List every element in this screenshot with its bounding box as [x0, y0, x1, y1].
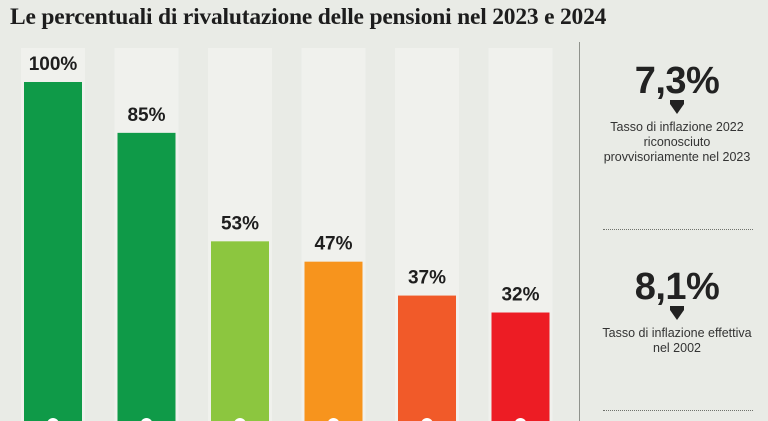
bar-marker: [234, 418, 246, 421]
bar-marker: [515, 418, 526, 421]
bar-value-label: 100%: [29, 54, 78, 75]
down-arrow-icon: [670, 100, 684, 114]
inflation-2022-caption: Tasso di inflazione 2022 riconosciuto pr…: [603, 120, 751, 164]
bar: [304, 261, 363, 421]
inflation-2002-caption: Tasso di inflazione effettiva nel 2002: [602, 326, 752, 355]
bar-marker: [141, 418, 152, 421]
bar-value-label: 85%: [127, 105, 165, 126]
inflation-2002-value: 8,1%: [634, 266, 720, 308]
inflation-2022-value: 7,3%: [634, 60, 720, 102]
bar-value-label: 47%: [314, 234, 352, 255]
bar: [398, 295, 456, 421]
bar-marker: [421, 418, 433, 421]
bar-value-label: 37%: [408, 268, 446, 289]
chart-title: Le percentuali di rivalutazione delle pe…: [10, 4, 607, 30]
inflation-2002-stat: 8,1% Tasso di inflazione effettiva nel 2…: [598, 268, 756, 356]
down-arrow-icon: [670, 306, 684, 320]
bar-marker: [47, 418, 59, 421]
bar-value-label: 32%: [501, 285, 539, 306]
inflation-2022-stat: 7,3% Tasso di inflazione 2022 riconosciu…: [598, 62, 756, 165]
bar: [211, 241, 269, 421]
stat-separator: [603, 410, 753, 411]
bar: [117, 132, 176, 421]
stat-separator: [603, 229, 753, 230]
bar-marker: [328, 418, 339, 421]
bar: [491, 312, 550, 421]
bar-value-label: 53%: [221, 213, 259, 234]
bar-chart: 100% 85% 53% 47% 37% 32%: [24, 54, 550, 421]
bar: [24, 82, 82, 421]
panel-divider: [579, 42, 580, 421]
